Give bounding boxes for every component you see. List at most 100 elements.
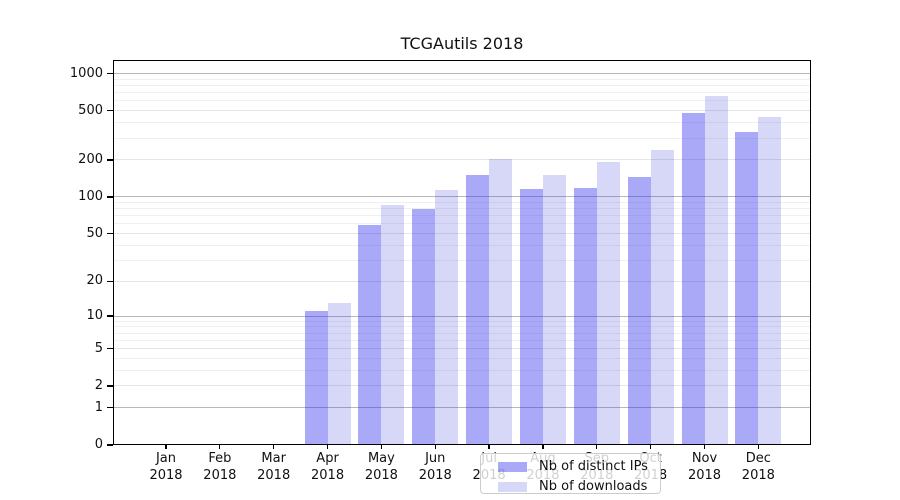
- x-tick-label-apr: Apr 2018: [285, 451, 371, 484]
- y-tick-label: 200: [78, 151, 103, 167]
- bar-apr-downloads: [327, 303, 351, 445]
- gridline: [113, 201, 811, 203]
- y-tick: [107, 315, 113, 317]
- x-tick: [488, 445, 490, 449]
- y-tick-label: 1: [94, 399, 103, 415]
- bar-jul-downloads: [489, 158, 513, 445]
- legend-item-distinct-ips: Nb of distinct IPs: [498, 459, 660, 474]
- x-tick-year: 2018: [203, 467, 237, 483]
- y-tick: [107, 232, 113, 235]
- bar-may-downloads: [381, 204, 405, 445]
- x-tick-label-dec: Dec 2018: [715, 451, 801, 484]
- x-tick: [757, 445, 759, 449]
- y-tick-label: 5: [94, 340, 103, 356]
- y-tick-label: 1000: [69, 65, 103, 81]
- gridline: [113, 92, 811, 94]
- gridline: [113, 100, 811, 102]
- gridline: [113, 369, 811, 371]
- gridline: [113, 280, 811, 282]
- plot-area: Nb of distinct IPs Nb of downloads: [113, 60, 811, 494]
- x-tick: [326, 445, 329, 449]
- gridline: [113, 259, 811, 261]
- x-tick: [273, 445, 275, 449]
- x-tick: [650, 445, 652, 449]
- y-tick-label: 50: [86, 225, 103, 241]
- x-tick-year: 2018: [687, 467, 722, 483]
- x-tick: [219, 445, 221, 449]
- gridline: [113, 196, 811, 198]
- bar-apr-distinct-ips: [304, 311, 328, 445]
- bar-oct-distinct-ips: [627, 176, 651, 445]
- gridline: [113, 339, 811, 341]
- gridline: [113, 326, 811, 328]
- x-tick: [380, 445, 383, 449]
- bar-jun-downloads: [435, 190, 459, 445]
- y-tick: [107, 110, 113, 112]
- x-tick: [596, 445, 598, 449]
- bar-aug-downloads: [542, 174, 566, 445]
- gridline: [113, 223, 811, 225]
- bar-dec-distinct-ips: [735, 132, 759, 445]
- legend-item-downloads: Nb of downloads: [498, 479, 660, 494]
- gridline: [113, 208, 811, 210]
- y-tick: [107, 72, 113, 75]
- x-tick-label-nov: Nov 2018: [662, 451, 748, 484]
- x-tick-year: 2018: [311, 467, 345, 483]
- gridline: [113, 385, 811, 387]
- gridline: [113, 233, 811, 235]
- y-tick: [107, 407, 113, 409]
- bar-jun-distinct-ips: [412, 209, 436, 445]
- gridline: [113, 348, 811, 350]
- legend: Nb of distinct IPs Nb of downloads: [480, 453, 661, 494]
- y-tick-label: 0: [94, 437, 103, 452]
- x-tick-year: 2018: [257, 467, 291, 483]
- x-tick-year: 2018: [149, 467, 183, 483]
- y-tick-label: 100: [78, 188, 103, 204]
- bar-may-distinct-ips: [358, 224, 382, 445]
- gridline: [113, 159, 811, 161]
- gridline: [113, 122, 811, 124]
- bar-sep-distinct-ips: [573, 187, 597, 445]
- y-tick: [107, 444, 113, 446]
- legend-label-downloads: Nb of downloads: [539, 479, 648, 494]
- x-tick-year: 2018: [741, 467, 775, 483]
- y-tick: [107, 385, 113, 387]
- y-tick-label: 500: [78, 102, 103, 118]
- gridline: [113, 137, 811, 139]
- x-tick-year: 2018: [364, 467, 398, 483]
- legend-swatch-downloads: [498, 481, 527, 492]
- bar-oct-downloads: [650, 150, 674, 445]
- x-tick: [165, 445, 167, 449]
- x-tick-label-mar: Mar 2018: [231, 451, 317, 484]
- legend-label-distinct-ips: Nb of distinct IPs: [539, 459, 648, 474]
- gridline: [113, 244, 811, 246]
- gridline: [113, 85, 811, 87]
- gridline: [113, 110, 811, 112]
- y-tick: [107, 348, 113, 350]
- bar-aug-distinct-ips: [519, 189, 543, 445]
- x-tick-label-feb: Feb 2018: [177, 451, 263, 484]
- gridline: [113, 315, 811, 317]
- gridline: [113, 78, 811, 80]
- bar-nov-downloads: [704, 96, 728, 445]
- y-tick: [107, 159, 113, 161]
- x-tick-label-may: May 2018: [338, 451, 424, 484]
- gridline: [113, 357, 811, 359]
- x-tick-label-jan: Jan 2018: [123, 451, 209, 484]
- y-tick: [107, 280, 113, 282]
- gridline: [113, 73, 811, 75]
- gridline: [113, 332, 811, 334]
- gridline: [113, 215, 811, 217]
- y-tick-label: 20: [86, 273, 103, 289]
- x-tick: [542, 445, 544, 449]
- gridline: [113, 407, 811, 409]
- y-tick-label: 2: [94, 377, 103, 393]
- bar-nov-distinct-ips: [681, 113, 705, 445]
- x-tick: [703, 445, 706, 449]
- x-tick: [434, 445, 436, 449]
- x-tick-year: 2018: [418, 467, 452, 483]
- gridline: [113, 320, 811, 322]
- legend-swatch-distinct-ips: [498, 461, 527, 472]
- chart-title: TCGAutils 2018: [400, 34, 524, 53]
